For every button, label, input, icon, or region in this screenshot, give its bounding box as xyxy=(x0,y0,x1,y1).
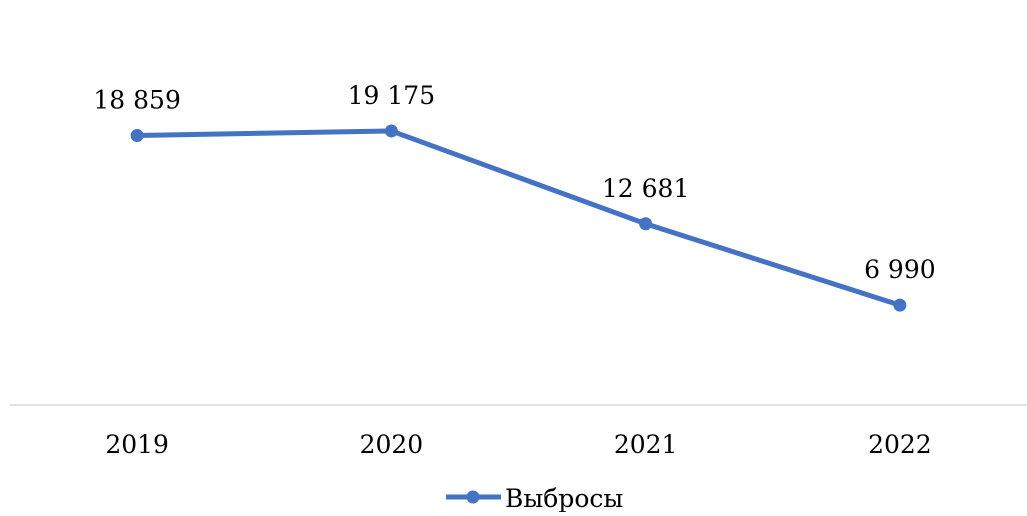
series-layer xyxy=(130,124,907,312)
x-tick-label-2022: 2022 xyxy=(868,430,932,459)
data-label-2021: 12 681 xyxy=(602,174,689,203)
x-tick-label-2019: 2019 xyxy=(105,430,169,459)
data-labels: 18 859 19 175 12 681 6 990 xyxy=(93,81,935,284)
data-point-2019 xyxy=(130,128,144,142)
x-tick-label-2020: 2020 xyxy=(360,430,424,459)
legend: Выбросы xyxy=(446,484,623,513)
legend-point-marker xyxy=(466,490,480,504)
x-tick-label-2021: 2021 xyxy=(614,430,678,459)
data-label-2022: 6 990 xyxy=(864,255,936,284)
data-point-2021 xyxy=(639,217,653,231)
data-point-2020 xyxy=(384,124,398,138)
data-label-2020: 19 175 xyxy=(348,81,435,110)
x-tick-labels: 2019 2020 2021 2022 xyxy=(105,430,931,459)
legend-label: Выбросы xyxy=(505,484,623,512)
data-label-2019: 18 859 xyxy=(93,85,180,114)
data-point-2022 xyxy=(893,298,907,312)
series-line-vybrosy xyxy=(134,128,903,308)
